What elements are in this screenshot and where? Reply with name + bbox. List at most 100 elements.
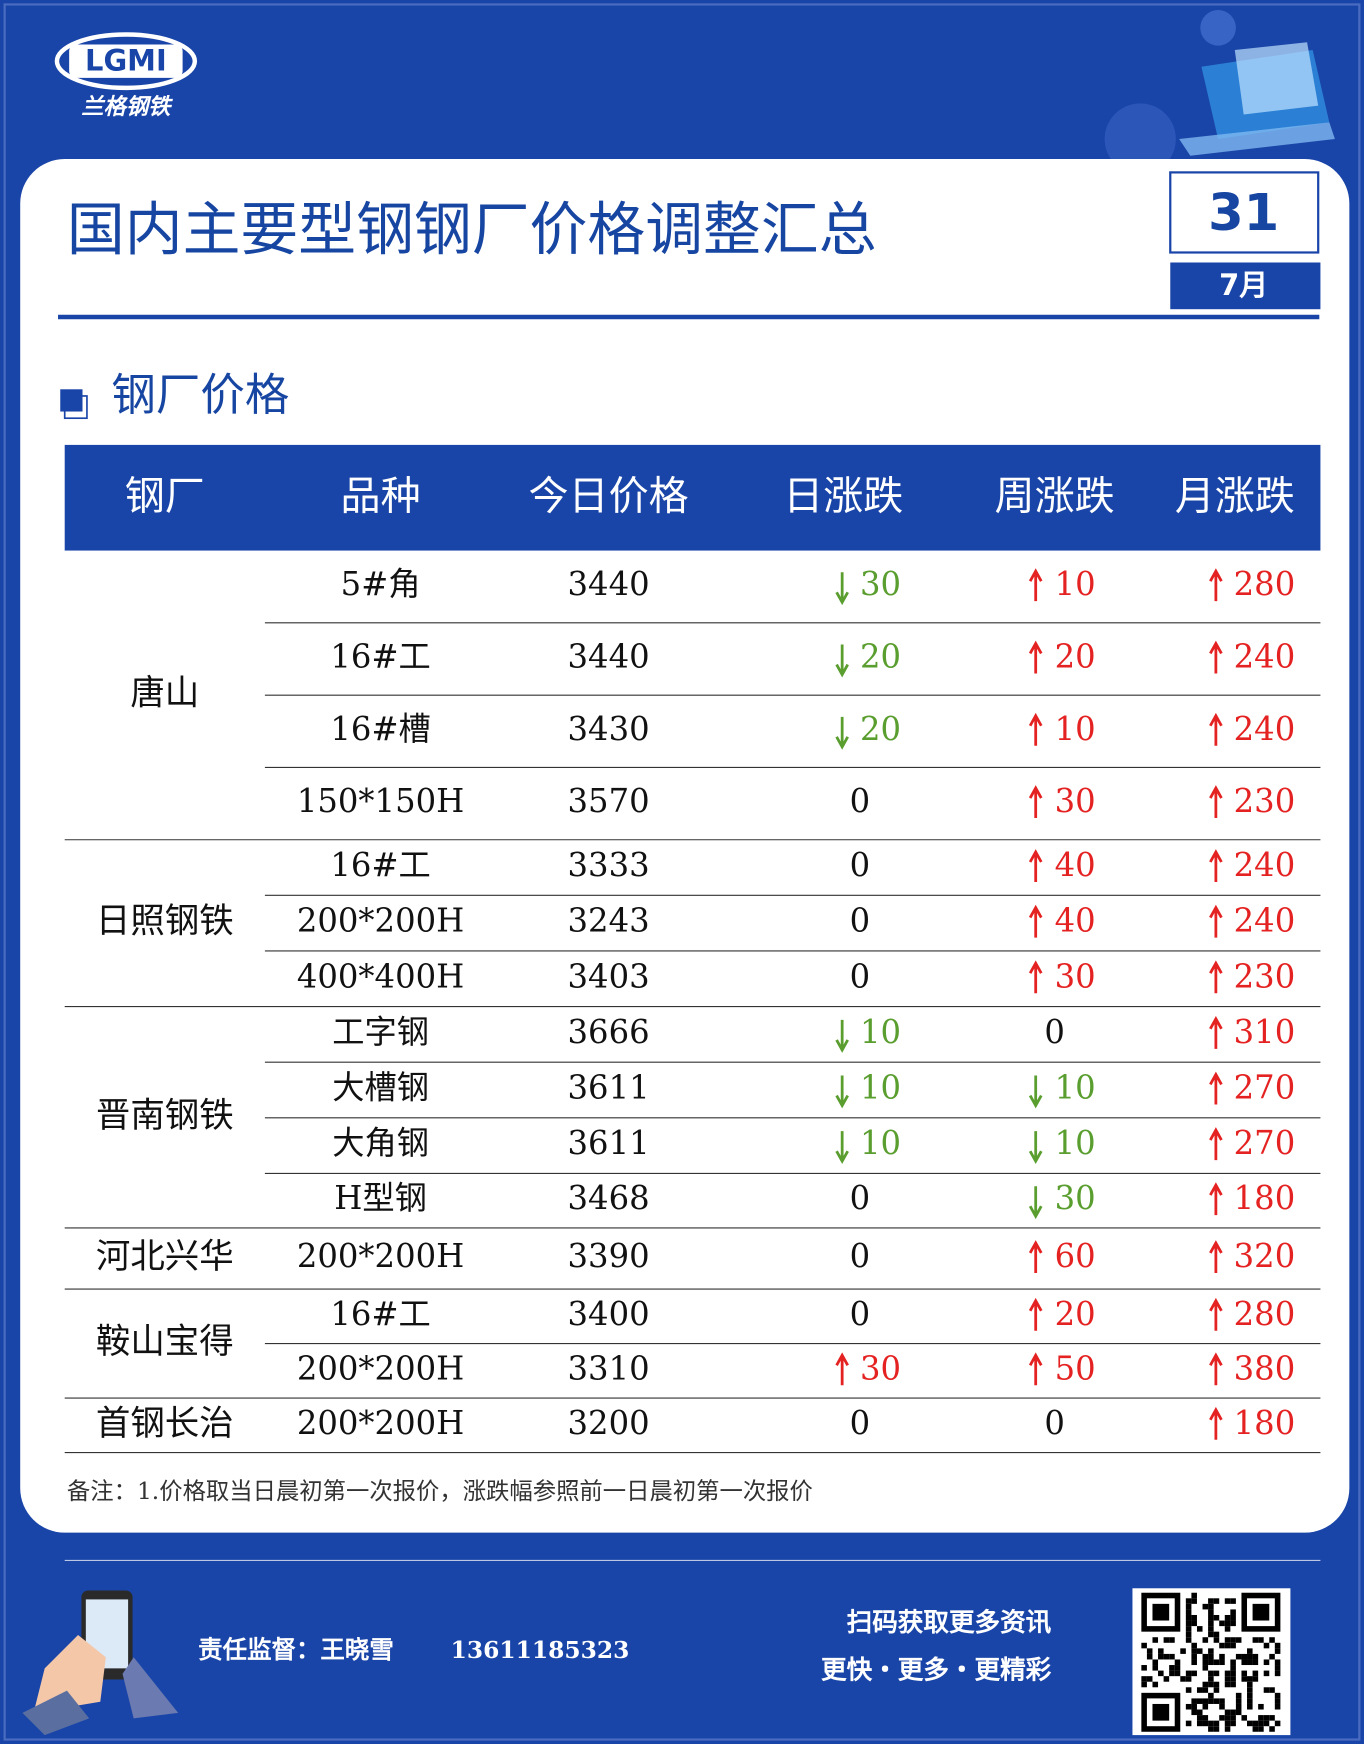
qr-module: [1185, 1620, 1192, 1627]
qr-module: [1163, 1637, 1170, 1643]
trend-arrow: [1028, 640, 1043, 674]
qr-module: [1202, 1681, 1209, 1688]
qr-module: [1247, 1687, 1253, 1693]
qr-module: [1191, 1703, 1197, 1710]
change: 0: [850, 782, 871, 820]
table: 钢厂 品种 今日价格 日涨跌 周涨跌 月涨跌 5#角 3440 30 10 280 16#工 3440 2…: [64, 473, 1321, 1454]
month-box: [1170, 262, 1321, 310]
trend-arrow: [1028, 849, 1043, 883]
qr-module: [1202, 1637, 1209, 1643]
price: 3570: [568, 782, 650, 820]
variety: 16#工: [330, 638, 430, 676]
qr-module: [1230, 1598, 1236, 1604]
qr-module: [1169, 1665, 1175, 1671]
price: 3403: [568, 957, 650, 995]
trend-arrow: [1209, 1071, 1223, 1105]
price: 3200: [568, 1404, 650, 1442]
change: 50: [1055, 1349, 1096, 1387]
qr-module: [1247, 1648, 1253, 1654]
trend-arrow: [835, 716, 849, 750]
decoration: [1104, 103, 1176, 175]
qr-module: [1274, 1692, 1281, 1699]
change: 20: [860, 710, 901, 748]
change: 30: [1055, 1179, 1096, 1217]
trend-arrow: [1209, 960, 1223, 994]
change: 0: [850, 1237, 871, 1275]
qr-module: [1274, 1665, 1281, 1671]
qr-module: [1258, 1637, 1264, 1643]
qr-module: [1269, 1653, 1275, 1660]
price: 3310: [568, 1349, 650, 1387]
change: 0: [1044, 1404, 1065, 1442]
qr-module: [1241, 1676, 1248, 1682]
qr-module: [1158, 1653, 1164, 1660]
qr-module: [1235, 1637, 1242, 1643]
qr-module: [1241, 1670, 1248, 1677]
qr-module: [1146, 1676, 1153, 1682]
change: 60: [1055, 1237, 1096, 1275]
change: 280: [1234, 565, 1296, 603]
qr-module: [1208, 1698, 1214, 1704]
qr-module: [1208, 1631, 1214, 1638]
qr-module: [1230, 1642, 1236, 1649]
qr-module: [1174, 1659, 1181, 1666]
trend-arrow: [1209, 1127, 1223, 1161]
qr-module: [1208, 1659, 1214, 1666]
qr-module: [1224, 1614, 1231, 1621]
qr-module: [1202, 1715, 1209, 1721]
qr-module: [1252, 1726, 1259, 1732]
logo-ring: [54, 32, 198, 91]
change: 230: [1234, 782, 1296, 820]
qr-module: [1213, 1687, 1220, 1693]
qr-module: [1263, 1687, 1270, 1693]
qr-module: [1247, 1692, 1253, 1699]
section-title: 钢厂价格: [111, 370, 289, 421]
qr-finder: [1152, 1703, 1170, 1721]
trend-arrow: [1209, 785, 1223, 819]
qr-module: [1208, 1609, 1214, 1615]
trend-arrow: [1209, 1352, 1223, 1386]
trend-arrow: [835, 644, 849, 678]
qr-module: [1224, 1670, 1231, 1677]
change: 10: [1055, 710, 1096, 748]
trend-arrow: [1028, 1131, 1043, 1165]
qr-module: [1213, 1631, 1220, 1638]
qr-module: [1258, 1715, 1264, 1721]
variety: 400*400H: [297, 957, 464, 995]
mill: 河北兴华: [96, 1237, 234, 1277]
qr-module: [1152, 1659, 1159, 1666]
variety: 200*200H: [297, 1404, 464, 1442]
qr-module: [1208, 1603, 1214, 1610]
decoration: [1200, 10, 1236, 46]
variety: 16#槽: [330, 710, 430, 748]
change: 230: [1234, 957, 1296, 995]
qr-module: [1230, 1670, 1236, 1677]
contact: 责任监督：王晓雪: [198, 1635, 394, 1664]
qr-module: [1191, 1620, 1197, 1627]
column-header: 月涨跌: [1175, 473, 1295, 519]
date-month: 7月: [1219, 268, 1268, 302]
qr-module: [1208, 1676, 1214, 1682]
qr-module: [1185, 1603, 1192, 1610]
qr-module: [1174, 1665, 1181, 1671]
qr-module: [1169, 1637, 1175, 1643]
qr-module: [1163, 1653, 1170, 1660]
qr-module: [1213, 1720, 1220, 1727]
qr-module: [1235, 1703, 1242, 1710]
trend-arrow: [1209, 1182, 1223, 1216]
qr-module: [1213, 1598, 1220, 1604]
change: 10: [1055, 565, 1096, 603]
qr-module: [1274, 1648, 1281, 1654]
qr-module: [1213, 1659, 1220, 1666]
qr-module: [1258, 1720, 1264, 1727]
change: 10: [1055, 1069, 1096, 1107]
price: 3666: [568, 1013, 650, 1051]
change: 240: [1234, 902, 1296, 940]
change: 0: [850, 846, 871, 884]
trend-arrow: [1209, 1297, 1223, 1331]
qr-module: [1235, 1653, 1242, 1660]
variety: H型钢: [334, 1179, 427, 1217]
column-header: 日涨跌: [783, 473, 903, 519]
qr-module: [1269, 1637, 1275, 1643]
